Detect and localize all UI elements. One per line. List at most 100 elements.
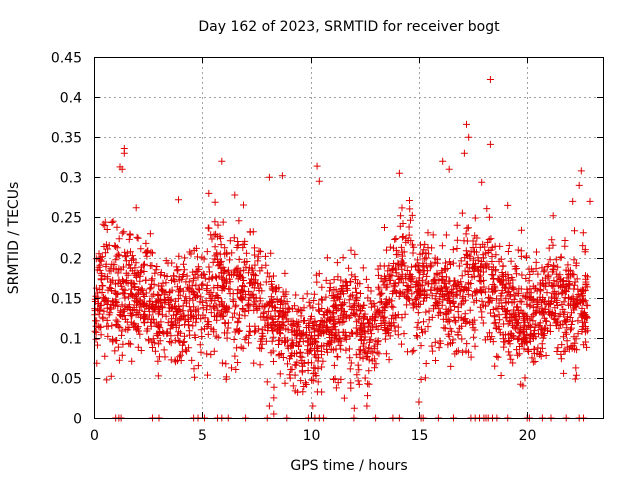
data-point — [218, 274, 226, 282]
data-point — [352, 284, 359, 292]
data-point — [395, 279, 403, 287]
data-point — [557, 350, 565, 358]
data-point — [478, 289, 485, 297]
data-point — [346, 278, 354, 285]
data-point — [353, 306, 361, 314]
data-point — [579, 242, 587, 250]
data-point — [504, 320, 512, 328]
data-point — [458, 335, 466, 343]
data-point — [217, 234, 225, 242]
data-point — [345, 264, 353, 272]
data-point — [429, 347, 437, 355]
data-point — [508, 311, 516, 319]
data-point — [214, 333, 222, 341]
data-point — [558, 341, 566, 349]
data-point — [583, 314, 591, 322]
data-point — [152, 266, 160, 274]
data-point — [573, 299, 581, 307]
data-point — [422, 278, 430, 286]
data-point — [278, 172, 286, 180]
data-point — [95, 305, 103, 313]
data-point — [401, 272, 409, 280]
data-point — [492, 251, 500, 259]
data-point — [395, 169, 403, 177]
data-point — [351, 273, 359, 281]
data-point — [337, 305, 345, 313]
data-point — [201, 314, 209, 322]
data-point — [145, 337, 153, 345]
data-point — [270, 394, 278, 402]
data-point — [226, 278, 234, 286]
data-point — [519, 382, 527, 390]
data-point — [211, 198, 219, 206]
data-point — [456, 324, 464, 332]
data-point — [572, 364, 580, 372]
data-point — [149, 335, 157, 343]
data-point — [449, 246, 457, 254]
data-point — [233, 265, 241, 273]
data-point — [363, 349, 371, 357]
data-point — [371, 364, 378, 372]
data-point — [564, 313, 571, 321]
data-point — [118, 229, 126, 237]
data-point — [470, 333, 478, 341]
data-point — [231, 309, 238, 317]
data-point — [391, 280, 399, 287]
data-point — [540, 314, 548, 322]
data-point — [513, 346, 521, 354]
data-point — [101, 352, 109, 360]
data-point — [530, 327, 538, 335]
data-point — [533, 297, 541, 305]
data-point — [454, 331, 462, 339]
data-point — [322, 293, 330, 301]
data-point — [527, 323, 535, 331]
data-point — [578, 304, 586, 312]
data-point — [348, 271, 356, 279]
data-point — [265, 273, 273, 281]
data-point — [251, 261, 259, 269]
data-point — [571, 375, 579, 383]
data-point — [202, 297, 210, 305]
data-point — [128, 279, 136, 287]
data-point — [531, 309, 539, 317]
data-point — [351, 310, 359, 318]
data-point — [339, 283, 347, 291]
data-point — [534, 303, 542, 311]
data-point — [389, 265, 397, 273]
data-point — [579, 286, 586, 294]
data-point — [137, 303, 145, 311]
data-point — [132, 298, 140, 306]
data-point — [489, 338, 497, 346]
data-point — [347, 384, 355, 392]
data-point — [370, 342, 378, 350]
data-point — [353, 371, 361, 379]
data-point — [177, 275, 185, 283]
data-point — [243, 302, 251, 310]
data-point — [569, 197, 577, 205]
data-point — [383, 283, 391, 291]
data-point — [510, 286, 518, 294]
data-point — [318, 296, 326, 304]
data-point — [308, 376, 316, 384]
data-point — [263, 269, 271, 277]
data-point — [485, 213, 493, 221]
data-point — [169, 303, 177, 311]
data-point — [437, 288, 444, 295]
data-point — [177, 357, 185, 364]
data-point — [376, 291, 384, 299]
data-point — [486, 76, 494, 83]
data-point — [106, 284, 114, 292]
data-point — [567, 321, 575, 328]
data-point — [428, 342, 436, 350]
data-point — [245, 269, 252, 277]
data-point — [451, 317, 459, 324]
data-point — [329, 313, 337, 321]
data-point — [146, 230, 154, 238]
data-point — [239, 274, 247, 282]
data-point — [364, 284, 372, 291]
data-point — [169, 311, 177, 319]
data-point — [254, 280, 262, 287]
data-point — [515, 307, 523, 315]
data-point — [497, 255, 505, 263]
data-point — [507, 257, 515, 265]
